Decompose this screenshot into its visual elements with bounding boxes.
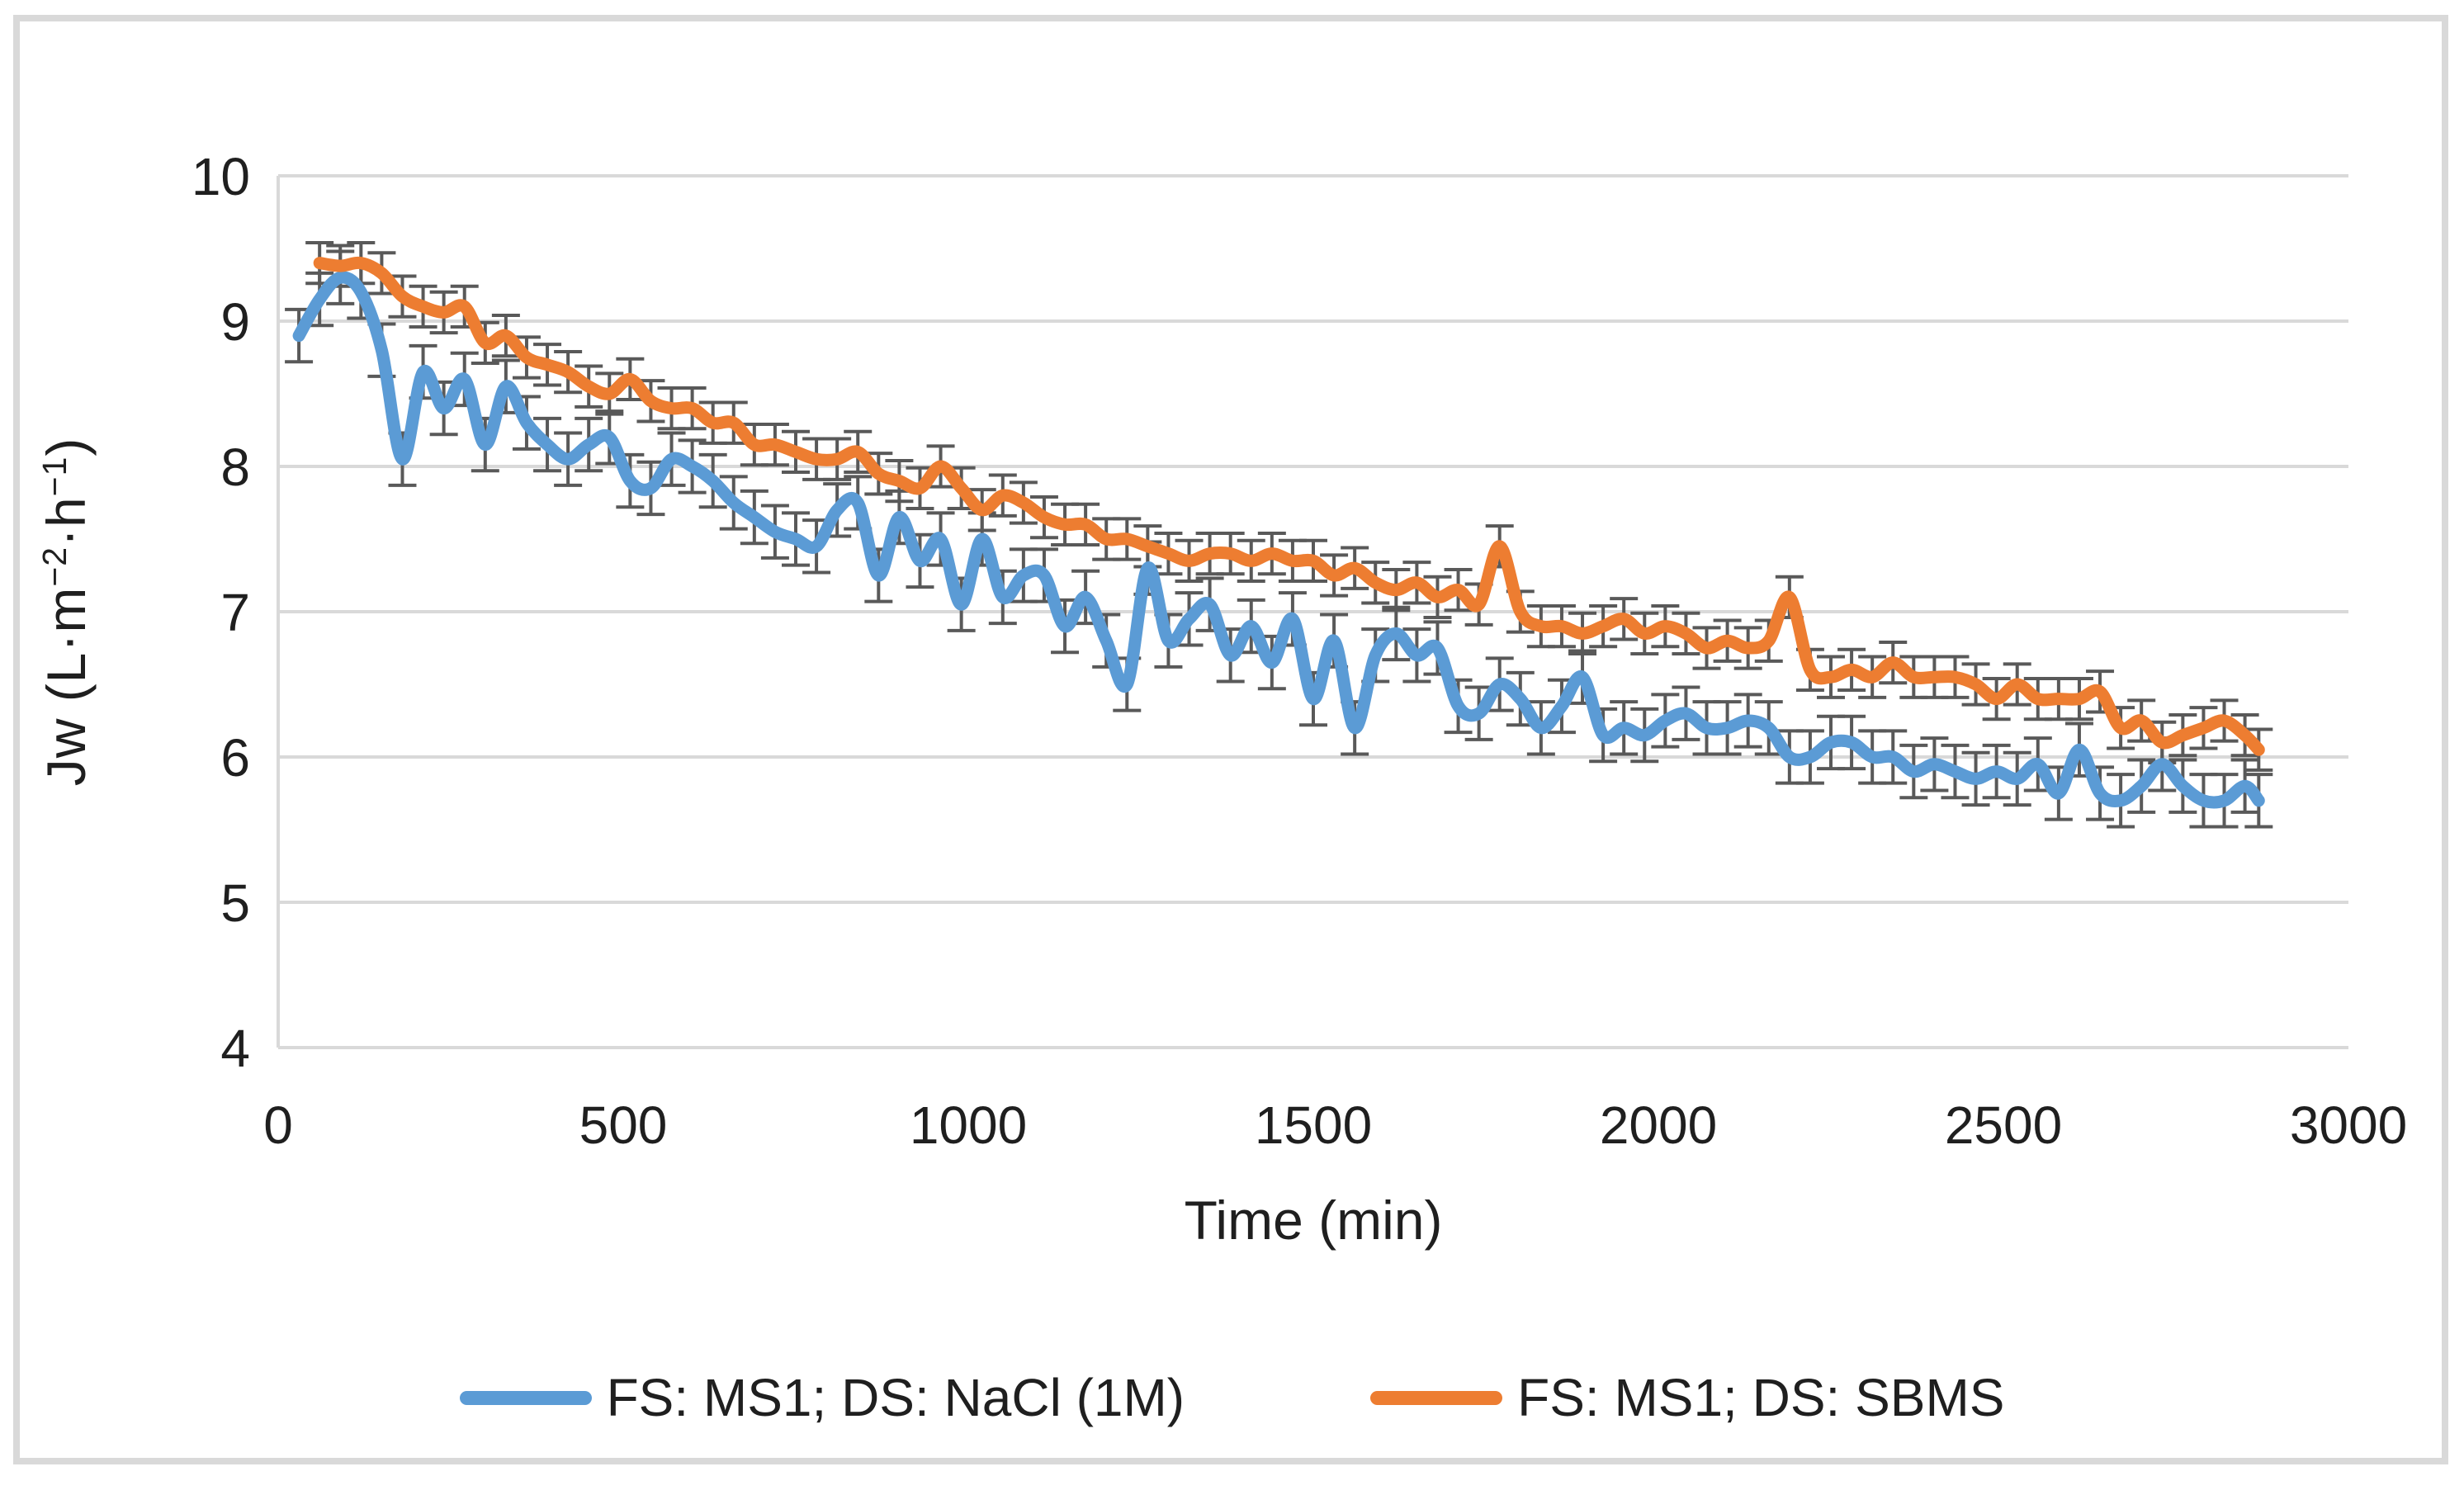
y-tick-label-4: 4	[220, 1019, 250, 1078]
y-tick-label-8: 8	[220, 438, 250, 497]
legend: FS: MS1; DS: NaCl (1M) FS: MS1; DS: SBMS	[0, 1367, 2464, 1428]
legend-label-sbms: FS: MS1; DS: SBMS	[1517, 1368, 2005, 1427]
x-tick-label-1000: 1000	[910, 1095, 1027, 1155]
legend-swatch-sbms	[1370, 1390, 1503, 1405]
x-tick-label-500: 500	[579, 1095, 668, 1155]
x-tick-label-0: 0	[263, 1095, 293, 1155]
y-tick-label-7: 7	[220, 583, 250, 642]
legend-swatch-nacl	[459, 1390, 592, 1405]
x-axis-title: Time (min)	[1184, 1190, 1443, 1251]
y-tick-label-6: 6	[220, 728, 250, 788]
x-tick-label-1500: 1500	[1255, 1095, 1372, 1155]
series-line-sbms	[313, 256, 2265, 756]
x-tick-label-2000: 2000	[1600, 1095, 1717, 1155]
y-tick-label-5: 5	[220, 873, 250, 933]
legend-item-nacl: FS: MS1; DS: NaCl (1M)	[459, 1367, 1185, 1428]
figure-border	[13, 15, 2448, 1464]
y-tick-label-9: 9	[220, 292, 250, 352]
series-line-nacl	[292, 271, 2265, 809]
x-tick-label-2500: 2500	[1945, 1095, 2062, 1155]
y-axis-title-text: Jw (L·m−2·h−1)	[35, 437, 97, 787]
legend-label-nacl: FS: MS1; DS: NaCl (1M)	[606, 1368, 1185, 1427]
x-tick-label-3000: 3000	[2290, 1095, 2407, 1155]
legend-item-sbms: FS: MS1; DS: SBMS	[1370, 1367, 2004, 1428]
y-tick-label-10: 10	[192, 147, 250, 206]
y-axis-title: Jw (L·m−2·h−1)	[35, 438, 97, 787]
